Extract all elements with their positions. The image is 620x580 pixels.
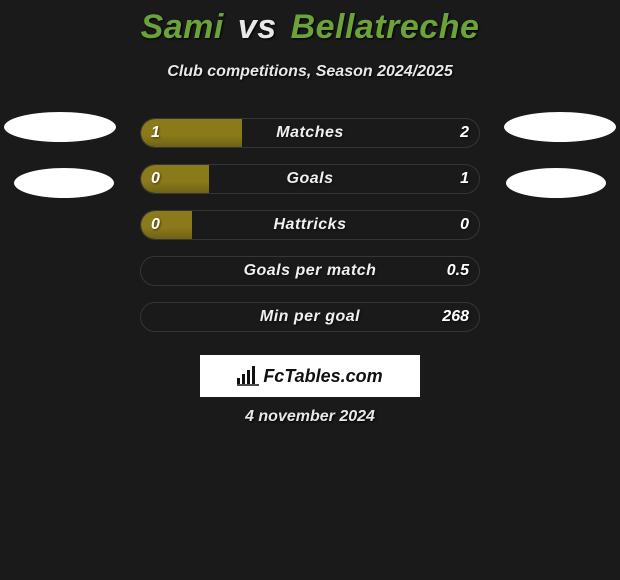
- stat-row: Min per goal 268: [0, 302, 620, 332]
- stat-label: Goals per match: [141, 257, 479, 285]
- subtitle: Club competitions, Season 2024/2025: [0, 63, 620, 81]
- player1-photo-oval: [4, 112, 116, 142]
- stat-value-right: 268: [442, 303, 469, 331]
- stat-track: Goals per match 0.5: [140, 256, 480, 286]
- stat-row: 0 Hattricks 0: [0, 210, 620, 240]
- date-label: 4 november 2024: [0, 408, 620, 426]
- stat-track: 0 Goals 1: [140, 164, 480, 194]
- stat-row: Goals per match 0.5: [0, 256, 620, 286]
- stat-value-right: 1: [460, 165, 469, 193]
- stat-label: Hattricks: [141, 211, 479, 239]
- stat-value-right: 0: [460, 211, 469, 239]
- stat-label: Min per goal: [141, 303, 479, 331]
- player2-team-oval: [506, 168, 606, 198]
- stat-value-right: 2: [460, 119, 469, 147]
- stat-track: 0 Hattricks 0: [140, 210, 480, 240]
- stat-label: Matches: [141, 119, 479, 147]
- player1-name: Sami: [141, 8, 224, 46]
- player1-team-oval: [14, 168, 114, 198]
- badge-text: FcTables.com: [263, 366, 382, 387]
- player2-photo-oval: [504, 112, 616, 142]
- player2-name: Bellatreche: [291, 8, 480, 46]
- stat-track: 1 Matches 2: [140, 118, 480, 148]
- stat-label: Goals: [141, 165, 479, 193]
- stats-container: 1 Matches 2 0 Goals 1 0 Hattricks 0 Goal…: [0, 118, 620, 348]
- vs-label: vs: [238, 8, 277, 46]
- stat-value-right: 0.5: [447, 257, 469, 285]
- bar-chart-icon: [237, 366, 259, 386]
- stat-track: Min per goal 268: [140, 302, 480, 332]
- source-badge: FcTables.com: [200, 355, 420, 397]
- comparison-title: Sami vs Bellatreche: [0, 0, 620, 47]
